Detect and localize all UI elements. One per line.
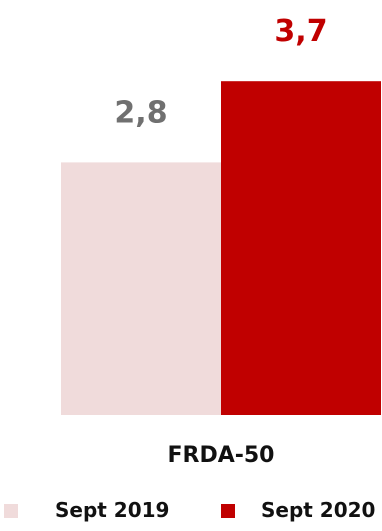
value-label-sept-2020: 3,7 — [274, 14, 327, 49]
legend-swatch-sept-2020 — [221, 504, 235, 518]
legend-swatch-sept-2019 — [4, 504, 18, 518]
legend: Sept 2019 Sept 2020 — [4, 498, 375, 522]
bars-group — [61, 81, 381, 416]
value-labels-group: 2,8 3,7 — [114, 14, 327, 130]
legend-label-sept-2020: Sept 2020 — [261, 498, 375, 522]
bar-sept-2019 — [61, 162, 221, 415]
value-label-sept-2019: 2,8 — [114, 95, 167, 130]
legend-label-sept-2019: Sept 2019 — [55, 498, 169, 522]
bar-sept-2020 — [221, 81, 381, 416]
category-label: FRDA-50 — [167, 443, 274, 468]
